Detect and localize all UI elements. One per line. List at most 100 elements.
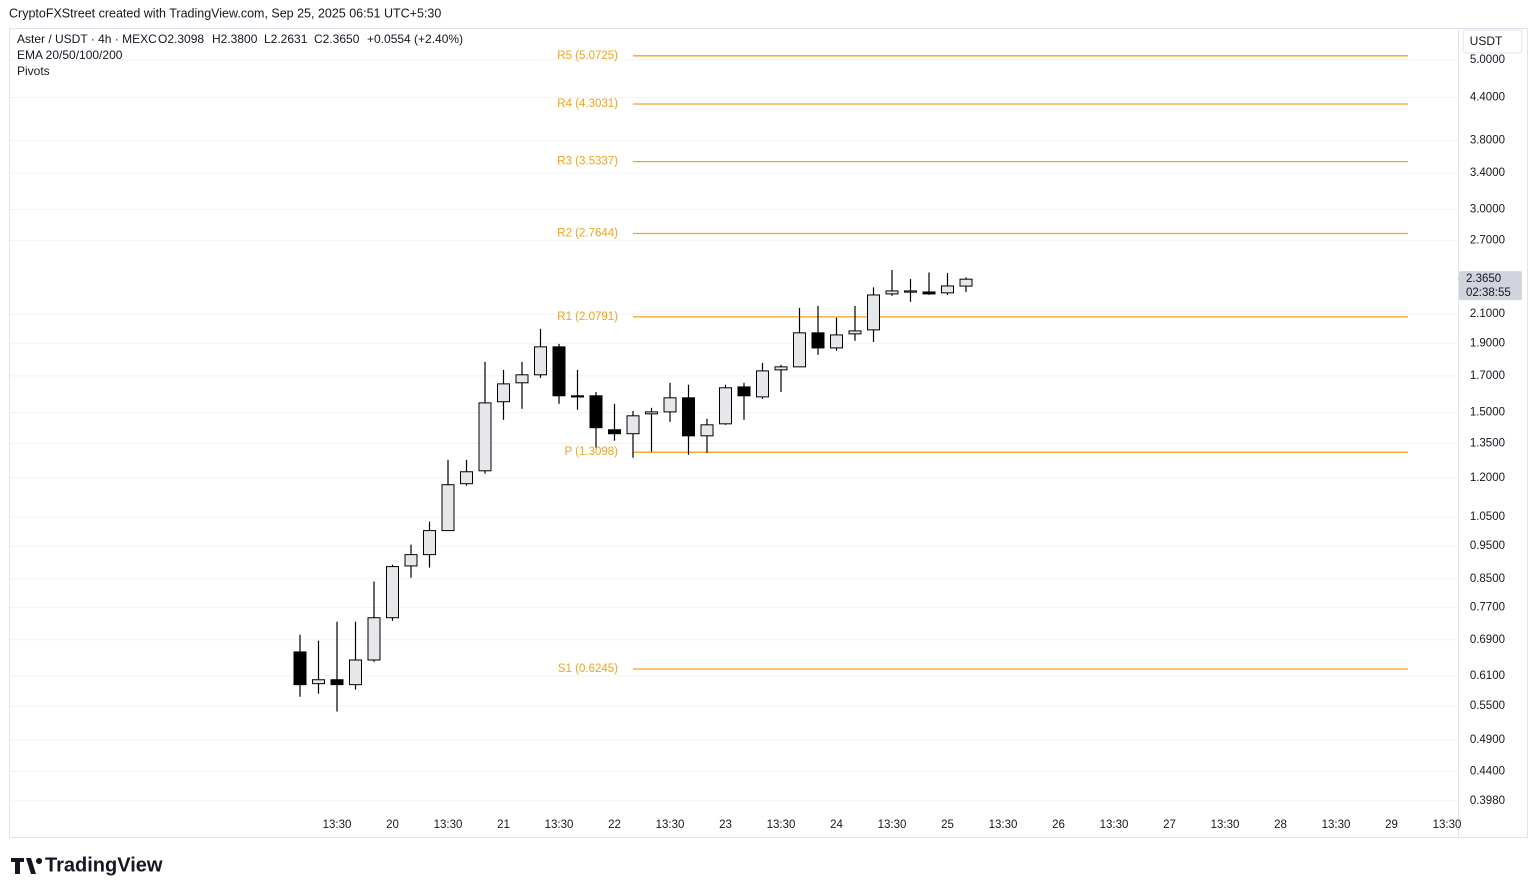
candle-body — [719, 387, 732, 425]
candle-body — [663, 397, 677, 413]
candle-body — [441, 484, 455, 532]
candle-body — [830, 334, 843, 349]
y-tick-label: 5.0000 — [1470, 54, 1505, 66]
candle-body — [460, 471, 473, 485]
y-tick-label: 1.0500 — [1470, 511, 1505, 523]
y-tick-label: 1.7000 — [1470, 370, 1505, 382]
x-tick-label: 13:30 — [1433, 819, 1462, 831]
x-tick-label: 13:30 — [989, 819, 1018, 831]
candle-body — [645, 411, 658, 415]
legend-indicator[interactable]: EMA 20/50/100/200 — [17, 48, 123, 62]
candle-body — [293, 651, 307, 686]
x-tick-label: 13:30 — [1211, 819, 1240, 831]
x-tick-label: 13:30 — [323, 819, 352, 831]
candle-body — [941, 285, 954, 294]
candle-body — [515, 374, 529, 384]
candle-body — [312, 679, 325, 685]
pivot-label: S1 (0.6245) — [558, 663, 618, 675]
pivot-label: R3 (3.5337) — [557, 156, 618, 168]
y-tick-label: 3.0000 — [1470, 204, 1505, 216]
x-tick-label: 13:30 — [878, 819, 907, 831]
candle-body — [867, 294, 880, 331]
y-tick-label: 0.4900 — [1470, 734, 1505, 746]
price-box — [1459, 271, 1522, 301]
candle-body — [367, 617, 381, 661]
x-tick-label: 28 — [1274, 819, 1287, 831]
x-tick-label: 27 — [1163, 819, 1176, 831]
x-tick-label: 13:30 — [434, 819, 463, 831]
price-label: 2.3650 — [1466, 273, 1501, 285]
legend-low: L2.2631 — [264, 32, 308, 46]
pivot-label: R1 (2.0791) — [557, 311, 618, 323]
y-tick-label: 3.8000 — [1470, 134, 1505, 146]
x-tick-label: 13:30 — [1322, 819, 1351, 831]
candle-body — [922, 291, 936, 295]
pivot-label: R2 (2.7644) — [557, 228, 618, 240]
currency[interactable]: USDT — [1470, 34, 1503, 48]
y-tick-label: 0.4400 — [1470, 766, 1505, 778]
chart-frame — [9, 28, 1528, 838]
y-tick-label: 0.6100 — [1470, 670, 1505, 682]
y-tick-label: 3.4000 — [1470, 167, 1505, 179]
x-tick-label: 29 — [1385, 819, 1398, 831]
candle-body — [571, 395, 584, 398]
y-tick-label: 1.3500 — [1470, 437, 1505, 449]
candle-body — [904, 290, 917, 293]
y-tick-label: 4.4000 — [1470, 91, 1505, 103]
candle-body — [497, 383, 510, 403]
legend-indicator[interactable]: Pivots — [17, 64, 50, 78]
x-tick-label: 26 — [1052, 819, 1065, 831]
pivot-label: R4 (4.3031) — [557, 98, 618, 110]
x-tick-label: 20 — [386, 819, 399, 831]
candle-body — [756, 370, 769, 398]
x-tick-label: 25 — [941, 819, 954, 831]
x-tick-label: 24 — [830, 819, 843, 831]
logo: TradingView — [11, 854, 163, 876]
candle-body — [404, 554, 418, 567]
candle-body — [959, 278, 973, 287]
candle-body — [811, 332, 825, 349]
candle-body — [608, 429, 621, 435]
y-tick-label: 1.2000 — [1470, 472, 1505, 484]
candle-body — [330, 679, 344, 686]
candle-body — [423, 530, 436, 556]
pivot-label: R5 (5.0725) — [557, 50, 618, 62]
candle-body — [626, 415, 640, 435]
candle-body — [700, 424, 714, 437]
y-tick-label: 1.5000 — [1470, 407, 1505, 419]
legend-open: O2.3098 — [158, 32, 204, 46]
candle-body — [552, 346, 566, 397]
y-tick-label: 2.1000 — [1470, 308, 1505, 320]
y-tick-label: 0.6900 — [1470, 634, 1505, 646]
candle-body — [478, 402, 492, 472]
candle-body — [774, 366, 788, 371]
candle-body — [885, 290, 899, 295]
candle-body — [793, 332, 806, 368]
y-tick-label: 0.7700 — [1470, 602, 1505, 614]
y-tick-label: 1.9000 — [1470, 337, 1505, 349]
y-tick-label: 0.8500 — [1470, 573, 1505, 585]
y-tick-label: 0.5500 — [1470, 700, 1505, 712]
x-tick-label: 21 — [497, 819, 510, 831]
x-tick-label: 22 — [608, 819, 621, 831]
candle-body — [534, 346, 547, 376]
x-tick-label: 13:30 — [545, 819, 574, 831]
legend-symbol: Aster / USDT · 4h · MEXC — [17, 32, 157, 46]
pivot-label: P (1.3098) — [565, 446, 619, 458]
legend-close: C2.3650 — [314, 32, 360, 46]
grid — [10, 59, 1458, 802]
candle-body — [737, 386, 751, 397]
y-tick-label: 0.9500 — [1470, 540, 1505, 552]
currency-box[interactable] — [1462, 29, 1523, 54]
legend-high: H2.3800 — [212, 32, 258, 46]
candle-body — [589, 395, 603, 429]
x-tick-label: 13:30 — [767, 819, 796, 831]
header: CryptoFXStreet created with TradingView.… — [9, 6, 441, 20]
legend-change: +0.0554 (+2.40%) — [367, 32, 463, 46]
y-tick-label: 2.7000 — [1470, 234, 1505, 246]
candle-body — [848, 330, 862, 335]
countdown: 02:38:55 — [1466, 287, 1511, 299]
candle-body — [349, 659, 362, 686]
x-tick-label: 23 — [719, 819, 732, 831]
